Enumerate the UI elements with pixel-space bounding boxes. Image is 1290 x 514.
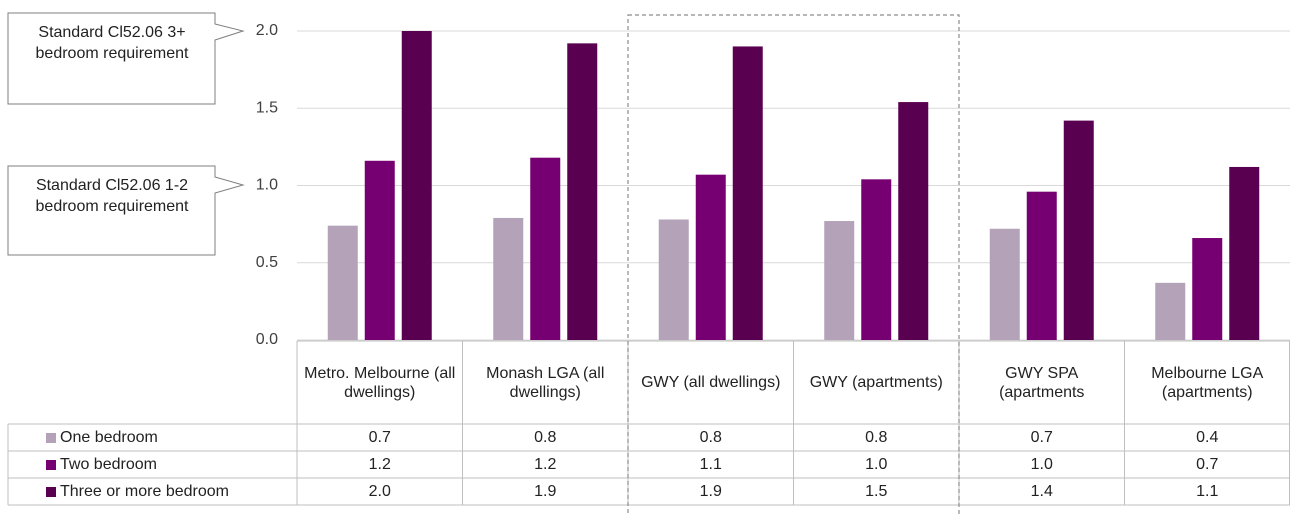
highlight-box xyxy=(627,14,960,514)
table-value: 1.1 xyxy=(699,456,722,473)
table-value: 1.0 xyxy=(865,456,888,473)
y-tick-label: 0.5 xyxy=(256,254,278,271)
annotation: Standard Cl52.06 1-2 bedroom requirement xyxy=(35,177,189,215)
x-tick-label: Metro. Melbourne (all dwellings) xyxy=(304,364,456,401)
table-value: 0.8 xyxy=(865,429,888,446)
callout-box xyxy=(7,12,245,105)
table-value: 1.9 xyxy=(534,483,557,500)
bar xyxy=(493,217,524,340)
table-value: 1.9 xyxy=(699,483,722,500)
table-value: 0.8 xyxy=(534,429,557,446)
legend-swatch xyxy=(46,459,56,470)
bar xyxy=(732,46,763,340)
bar xyxy=(989,228,1020,340)
bar xyxy=(861,179,892,340)
bar xyxy=(898,102,929,340)
x-tick-label: GWY (all dwellings) xyxy=(641,374,781,391)
x-tick-label: Melbourne LGA (apartments) xyxy=(1151,364,1264,401)
bar xyxy=(1063,120,1094,340)
legend-swatch xyxy=(46,432,56,443)
x-tick-label: GWY SPA (apartments xyxy=(999,364,1085,401)
bar xyxy=(530,157,561,340)
bar xyxy=(1229,166,1260,340)
legend-label: Two bedroom xyxy=(60,455,157,473)
annotation: Standard Cl52.06 3+ bedroom requirement xyxy=(35,24,189,62)
bar xyxy=(327,225,358,340)
bar xyxy=(364,160,395,340)
legend-item: Three or more bedroom xyxy=(46,478,229,505)
table-value: 1.5 xyxy=(865,483,888,500)
table-value: 1.2 xyxy=(534,456,557,473)
y-tick-label: 1.0 xyxy=(256,177,278,194)
table-value: 1.2 xyxy=(368,456,391,473)
table-value: 0.4 xyxy=(1196,429,1219,446)
legend-label: Three or more bedroom xyxy=(60,482,229,500)
table-value: 0.7 xyxy=(1030,429,1053,446)
legend-item: Two bedroom xyxy=(46,451,157,478)
bar xyxy=(695,174,726,340)
bar xyxy=(567,43,598,341)
bar xyxy=(658,219,689,340)
legend-item: One bedroom xyxy=(46,424,158,451)
y-tick-label: 2.0 xyxy=(256,22,278,39)
y-tick-label: 0.0 xyxy=(256,331,278,348)
table-value: 0.8 xyxy=(699,429,722,446)
table-value: 0.7 xyxy=(1196,456,1219,473)
x-tick-label: GWY (apartments) xyxy=(809,374,943,391)
legend-label: One bedroom xyxy=(60,428,158,446)
legend-swatch xyxy=(46,486,56,497)
bar xyxy=(1192,238,1223,340)
table-value: 1.0 xyxy=(1030,456,1053,473)
bar xyxy=(1026,191,1057,340)
bar xyxy=(824,221,855,340)
table-value: 1.4 xyxy=(1030,483,1053,500)
table-value: 0.7 xyxy=(368,429,391,446)
x-tick-label: Monash LGA (all dwellings) xyxy=(486,364,605,401)
table-value: 2.0 xyxy=(368,483,391,500)
y-tick-label: 1.5 xyxy=(256,99,278,116)
bar xyxy=(1155,282,1186,340)
table-value: 1.1 xyxy=(1196,483,1219,500)
callout-box xyxy=(7,165,245,256)
bar xyxy=(401,31,432,340)
